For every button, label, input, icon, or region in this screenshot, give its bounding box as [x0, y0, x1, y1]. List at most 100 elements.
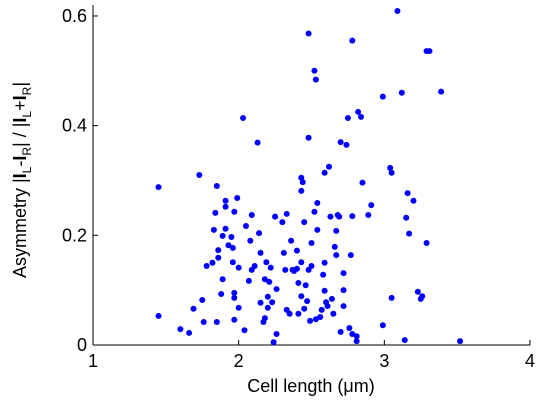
- point: [155, 312, 162, 319]
- point: [359, 179, 366, 186]
- point: [311, 208, 318, 215]
- y-tick-label: 0.4: [62, 116, 87, 136]
- y-tick-label: 0.6: [62, 6, 87, 26]
- point: [282, 266, 289, 273]
- point: [344, 114, 351, 121]
- point: [215, 247, 222, 254]
- point: [273, 286, 280, 293]
- point: [301, 305, 308, 312]
- point: [320, 271, 327, 278]
- point: [219, 232, 226, 239]
- point: [228, 233, 235, 240]
- point: [196, 172, 203, 178]
- y-label-part: R: [20, 86, 34, 95]
- point: [337, 328, 344, 335]
- point: [213, 318, 220, 325]
- point: [231, 294, 238, 301]
- point: [199, 297, 206, 304]
- point: [346, 325, 353, 331]
- y-tick-label: 0.2: [62, 225, 87, 245]
- point: [235, 304, 242, 311]
- y-label-part: |: [10, 82, 30, 87]
- point: [394, 8, 401, 15]
- point: [215, 254, 222, 261]
- point: [410, 197, 417, 204]
- y-label-part: +: [10, 100, 30, 111]
- y-label-part: I: [10, 173, 30, 178]
- point: [414, 288, 421, 295]
- point: [177, 326, 184, 333]
- point: [293, 265, 300, 272]
- point: [203, 263, 210, 270]
- point: [155, 184, 162, 191]
- point: [231, 316, 238, 323]
- point: [340, 270, 347, 277]
- point: [457, 338, 464, 345]
- point: [242, 223, 249, 229]
- point: [379, 93, 386, 100]
- point: [404, 190, 411, 197]
- y-label-part: Asymmetry |: [10, 178, 30, 278]
- point: [261, 276, 268, 283]
- point: [229, 259, 236, 266]
- y-label-part: I: [10, 156, 30, 161]
- point: [308, 240, 315, 246]
- point: [231, 289, 238, 296]
- point: [269, 299, 276, 306]
- point: [286, 310, 293, 317]
- point: [222, 197, 229, 204]
- point: [254, 139, 261, 146]
- point: [186, 329, 193, 336]
- point: [295, 310, 302, 317]
- point: [314, 199, 321, 206]
- point: [235, 264, 242, 271]
- point: [379, 322, 386, 329]
- point: [406, 230, 413, 237]
- point: [324, 303, 331, 310]
- point: [209, 259, 216, 266]
- y-label-part: L: [20, 111, 34, 118]
- y-label-part: -: [10, 161, 30, 167]
- y-tick-label: 0: [77, 335, 87, 355]
- point: [222, 225, 229, 232]
- point: [358, 113, 365, 120]
- x-tick-label: 4: [525, 351, 535, 371]
- point: [267, 264, 274, 271]
- point: [388, 169, 395, 176]
- point: [298, 187, 305, 194]
- point: [328, 295, 335, 302]
- point: [349, 37, 356, 44]
- y-label-part: I: [10, 95, 30, 100]
- point: [295, 280, 302, 287]
- point: [266, 278, 273, 285]
- x-tick-label: 3: [379, 351, 389, 371]
- point: [349, 213, 356, 220]
- point: [388, 294, 395, 301]
- point: [264, 304, 271, 311]
- point: [200, 318, 207, 325]
- point: [387, 164, 394, 171]
- point: [241, 327, 248, 334]
- point: [419, 293, 426, 300]
- y-label-part: I: [10, 118, 30, 123]
- point: [401, 337, 408, 344]
- point: [222, 203, 229, 210]
- point: [353, 333, 360, 340]
- point: [398, 89, 405, 96]
- point: [438, 88, 445, 95]
- point: [321, 287, 328, 294]
- point: [333, 227, 340, 234]
- x-tick-label: 1: [88, 351, 98, 371]
- point: [340, 303, 347, 310]
- point: [337, 139, 344, 146]
- point: [279, 219, 286, 226]
- point: [333, 252, 340, 259]
- point: [210, 226, 217, 233]
- point: [343, 141, 350, 148]
- point: [219, 276, 226, 283]
- point: [311, 67, 318, 74]
- point: [423, 240, 430, 246]
- point: [218, 291, 225, 297]
- point: [225, 242, 232, 249]
- point: [317, 314, 324, 321]
